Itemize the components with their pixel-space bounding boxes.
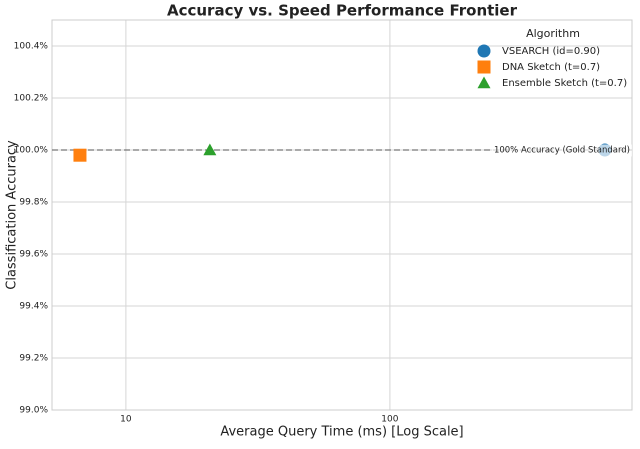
y-tick-label: 100.4% — [14, 42, 49, 52]
marker — [73, 148, 87, 162]
y-tick-label: 99.6% — [19, 250, 48, 260]
y-tick-label: 100.2% — [14, 94, 49, 104]
chart-title: Accuracy vs. Speed Performance Frontier — [167, 2, 518, 20]
legend-label: VSEARCH (id=0.90) — [502, 46, 600, 57]
y-tick-label: 99.0% — [19, 406, 48, 416]
legend-marker — [477, 44, 491, 58]
y-tick-label: 99.8% — [19, 198, 48, 208]
y-axis-label: Classification Accuracy — [5, 140, 20, 290]
legend-marker — [477, 76, 491, 89]
legend-marker — [477, 60, 491, 74]
reference-label-bg — [491, 144, 632, 157]
x-axis-label: Average Query Time (ms) [Log Scale] — [220, 425, 463, 440]
legend-title: Algorithm — [526, 27, 580, 40]
y-tick-label: 99.2% — [19, 354, 48, 364]
legend-label: Ensemble Sketch (t=0.7) — [502, 78, 627, 89]
x-tick-label: 10 — [120, 415, 132, 425]
y-tick-label: 99.4% — [19, 302, 48, 312]
y-tick-label: 100.0% — [14, 146, 49, 156]
plot-frame — [51, 19, 633, 411]
legend-label: DNA Sketch (t=0.7) — [502, 62, 600, 73]
reference-label: 100% Accuracy (Gold Standard) — [494, 146, 630, 156]
x-tick-label: 100 — [381, 415, 398, 425]
marker — [203, 143, 217, 156]
